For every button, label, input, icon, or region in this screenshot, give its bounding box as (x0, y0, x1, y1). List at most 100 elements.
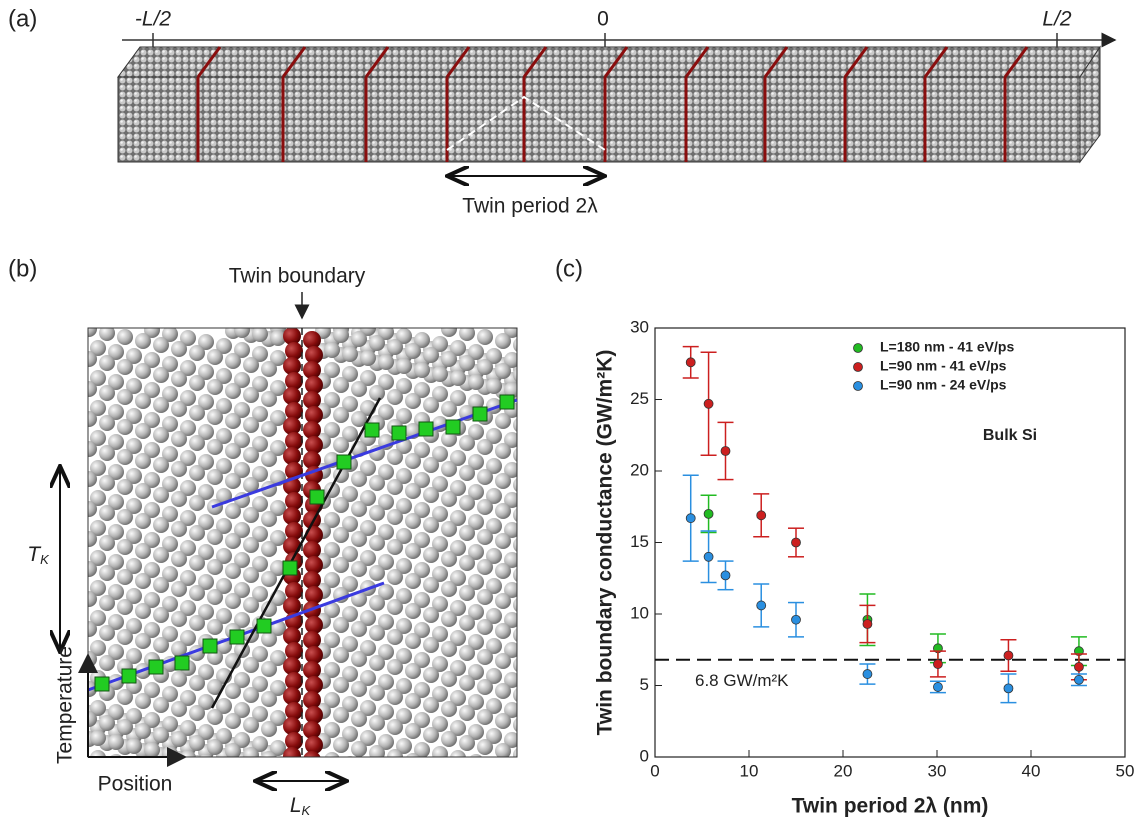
atom (432, 336, 448, 352)
atom (252, 406, 268, 422)
atom (351, 471, 367, 487)
atom (378, 614, 394, 630)
atom (162, 328, 178, 342)
tk-subscript: K (40, 552, 50, 567)
atom (225, 473, 241, 489)
atom (360, 460, 376, 476)
twin-boundary (522, 46, 548, 78)
atom (198, 424, 214, 440)
atom (261, 421, 277, 437)
lk-subscript: K (302, 803, 312, 818)
twin-zigzag (446, 95, 606, 151)
tk-symbol: T (27, 543, 42, 566)
atom (333, 677, 349, 693)
atom (207, 409, 223, 425)
atom (342, 366, 358, 382)
atom (396, 558, 412, 574)
x-axis-label: Twin period 2λ (nm) (792, 795, 989, 818)
atom (225, 443, 241, 459)
atom (285, 732, 303, 750)
atom (441, 551, 457, 567)
atom (414, 622, 430, 638)
legend-label: L=90 nm - 41 eV/ps (880, 358, 1007, 374)
atom (324, 342, 340, 358)
atom (468, 544, 484, 560)
atom (468, 604, 484, 620)
atom (108, 584, 124, 600)
atom (513, 748, 517, 757)
atom (333, 377, 349, 393)
atom (441, 521, 457, 537)
atom (468, 724, 484, 740)
atom (441, 701, 457, 717)
atom (441, 611, 457, 627)
atom (396, 528, 412, 544)
temperature-point (94, 676, 110, 692)
atom (333, 407, 349, 423)
atom (135, 603, 151, 619)
atom (423, 697, 439, 713)
twin-boundary (603, 46, 629, 78)
atom (378, 524, 394, 540)
atom (495, 533, 511, 549)
atom (495, 743, 511, 757)
atom (99, 535, 115, 551)
atom (423, 457, 439, 473)
atom (108, 554, 124, 570)
atom (351, 711, 367, 727)
atom (342, 636, 358, 652)
atom (283, 328, 301, 345)
panel-label: (b) (8, 255, 37, 282)
atom (99, 475, 115, 491)
atom (171, 461, 187, 477)
atom (405, 343, 421, 359)
atom (477, 559, 493, 575)
atom (423, 487, 439, 503)
temperature-point (202, 638, 218, 654)
atom (180, 360, 196, 376)
atom (216, 608, 232, 624)
atom (531, 601, 547, 617)
atom (504, 432, 517, 448)
atom (504, 582, 517, 598)
atom (270, 380, 286, 396)
atom (333, 617, 349, 633)
atom (243, 507, 259, 523)
atom (486, 728, 502, 744)
atom (486, 698, 502, 714)
atom (108, 344, 124, 360)
atom (108, 464, 124, 480)
atom (360, 700, 376, 716)
atom (486, 378, 502, 394)
atom (396, 648, 412, 664)
atom (189, 345, 205, 361)
atom (378, 674, 394, 690)
atom (135, 453, 151, 469)
atoms (88, 328, 547, 773)
atom (162, 446, 178, 462)
atom (405, 573, 421, 589)
legend-marker (853, 362, 863, 372)
atom (513, 688, 517, 702)
atom (513, 368, 517, 382)
atom (126, 588, 142, 604)
atom (171, 521, 187, 537)
atom (303, 751, 321, 757)
atom (531, 451, 547, 467)
twin-boundary (281, 46, 307, 78)
atom (423, 757, 439, 773)
atom (324, 422, 340, 438)
temperature-point (364, 422, 380, 438)
atom (360, 610, 376, 626)
atom (459, 435, 475, 451)
y-tick-label: 10 (630, 603, 649, 622)
atom (360, 670, 376, 686)
atom (531, 481, 547, 497)
atom (522, 736, 538, 752)
atom (252, 346, 268, 362)
atom (180, 600, 196, 616)
atom (243, 447, 259, 463)
tk-label: TK (27, 543, 50, 568)
atom (333, 328, 349, 343)
atom (477, 329, 493, 345)
